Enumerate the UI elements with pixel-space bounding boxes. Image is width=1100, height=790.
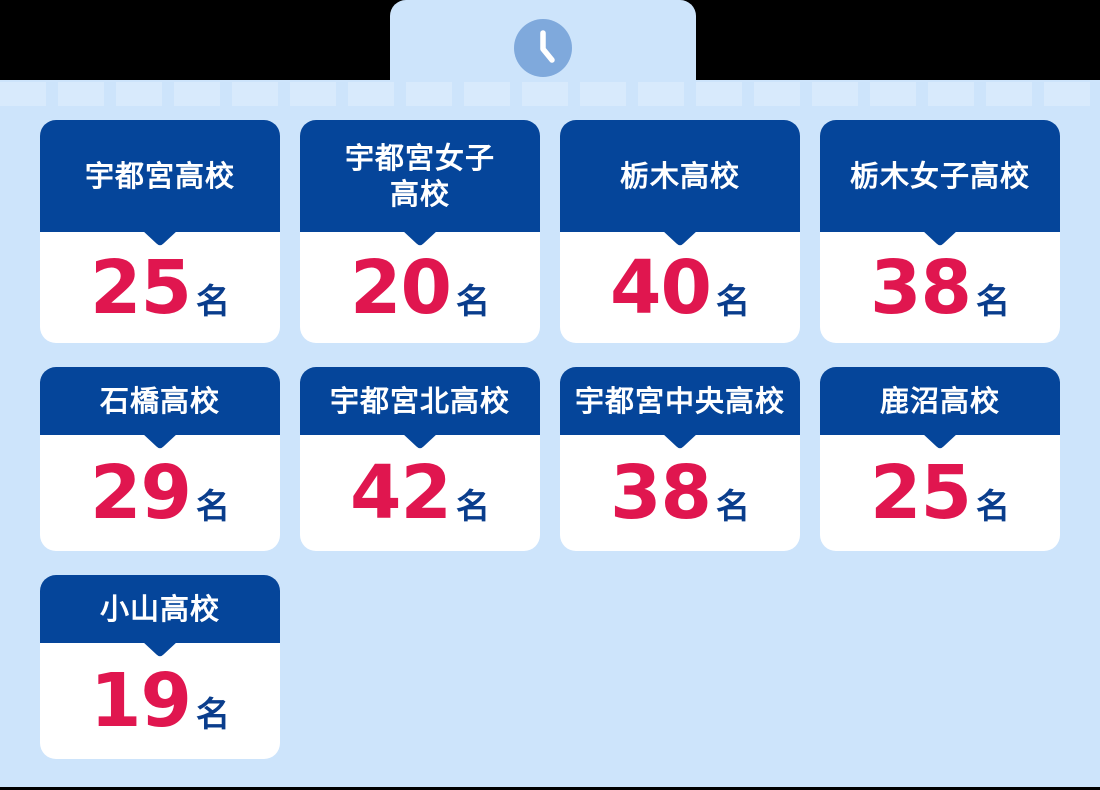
count-group: 19 名 bbox=[90, 664, 230, 738]
count-value: 25 bbox=[90, 244, 192, 331]
school-name: 宇都宮女子 高校 bbox=[344, 140, 495, 211]
school-card: 小山高校 19 名 bbox=[40, 575, 280, 759]
count-value: 20 bbox=[350, 244, 452, 331]
count-unit: 名 bbox=[715, 487, 750, 527]
header-tail-icon bbox=[922, 433, 958, 449]
count-group: 20 名 bbox=[350, 251, 490, 325]
count-group: 42 名 bbox=[350, 456, 490, 530]
school-name: 石橋高校 bbox=[99, 383, 220, 418]
count-body: 42 名 bbox=[300, 435, 540, 551]
school-name-header: 小山高校 bbox=[40, 575, 280, 657]
count-body: 38 名 bbox=[820, 232, 1060, 343]
count-value: 38 bbox=[870, 244, 972, 331]
count-value: 42 bbox=[350, 450, 452, 536]
count-body: 19 名 bbox=[40, 643, 280, 759]
count-unit: 名 bbox=[455, 281, 490, 322]
school-card: 宇都宮高校 25 名 bbox=[40, 120, 280, 343]
clock-icon bbox=[514, 19, 572, 77]
school-name: 栃木女子高校 bbox=[849, 158, 1030, 193]
header-tail-icon bbox=[662, 433, 698, 449]
count-value: 29 bbox=[90, 450, 192, 536]
header-tail-icon bbox=[142, 230, 178, 246]
school-name-header: 鹿沼高校 bbox=[820, 367, 1060, 449]
count-group: 38 名 bbox=[610, 456, 750, 530]
school-name: 栃木高校 bbox=[619, 158, 740, 193]
count-group: 25 名 bbox=[90, 251, 230, 325]
count-unit: 名 bbox=[975, 281, 1010, 322]
card-row-1: 宇都宮高校 25 名 宇都宮女子 高校 20 bbox=[40, 120, 1100, 343]
count-value: 40 bbox=[610, 244, 712, 331]
school-card: 宇都宮女子 高校 20 名 bbox=[300, 120, 540, 343]
card-row-2: 石橋高校 29 名 宇都宮北高校 42 bbox=[40, 367, 1100, 551]
count-body: 25 名 bbox=[40, 232, 280, 343]
school-name-header: 栃木女子高校 bbox=[820, 120, 1060, 246]
school-card: 宇都宮中央高校 38 名 bbox=[560, 367, 800, 551]
school-name-header: 宇都宮高校 bbox=[40, 120, 280, 246]
count-group: 25 名 bbox=[870, 456, 1010, 530]
count-value: 19 bbox=[90, 658, 192, 744]
count-value: 38 bbox=[610, 450, 712, 536]
school-name-header: 宇都宮北高校 bbox=[300, 367, 540, 449]
count-unit: 名 bbox=[195, 281, 230, 322]
count-group: 29 名 bbox=[90, 456, 230, 530]
count-group: 38 名 bbox=[870, 251, 1010, 325]
school-name-header: 宇都宮女子 高校 bbox=[300, 120, 540, 246]
clock-tab bbox=[390, 0, 696, 80]
school-name: 鹿沼高校 bbox=[879, 383, 1000, 418]
school-name: 小山高校 bbox=[99, 591, 220, 626]
school-card: 栃木女子高校 38 名 bbox=[820, 120, 1060, 343]
school-name-header: 石橋高校 bbox=[40, 367, 280, 449]
count-unit: 名 bbox=[195, 487, 230, 527]
school-card: 宇都宮北高校 42 名 bbox=[300, 367, 540, 551]
school-name-header: 栃木高校 bbox=[560, 120, 800, 246]
header-tail-icon bbox=[142, 433, 178, 449]
school-card: 栃木高校 40 名 bbox=[560, 120, 800, 343]
count-body: 40 名 bbox=[560, 232, 800, 343]
bottom-letterbox-bar bbox=[0, 787, 1100, 790]
header-tail-icon bbox=[922, 230, 958, 246]
count-group: 40 名 bbox=[610, 251, 750, 325]
count-body: 29 名 bbox=[40, 435, 280, 551]
top-letterbox-bar bbox=[0, 0, 1100, 80]
school-card: 鹿沼高校 25 名 bbox=[820, 367, 1060, 551]
cards-area: 宇都宮高校 25 名 宇都宮女子 高校 20 bbox=[0, 80, 1100, 787]
header-tail-icon bbox=[402, 433, 438, 449]
school-card: 石橋高校 29 名 bbox=[40, 367, 280, 551]
count-unit: 名 bbox=[975, 487, 1010, 527]
count-value: 25 bbox=[870, 450, 972, 536]
school-name: 宇都宮中央高校 bbox=[574, 383, 785, 418]
count-unit: 名 bbox=[455, 487, 490, 527]
count-body: 25 名 bbox=[820, 435, 1060, 551]
school-name: 宇都宮北高校 bbox=[329, 383, 510, 418]
count-body: 38 名 bbox=[560, 435, 800, 551]
count-body: 20 名 bbox=[300, 232, 540, 343]
school-name-header: 宇都宮中央高校 bbox=[560, 367, 800, 449]
header-tail-icon bbox=[142, 641, 178, 657]
count-unit: 名 bbox=[195, 695, 230, 735]
header-tail-icon bbox=[402, 230, 438, 246]
card-row-3: 小山高校 19 名 bbox=[40, 575, 1100, 759]
count-unit: 名 bbox=[715, 281, 750, 322]
header-tail-icon bbox=[662, 230, 698, 246]
school-name: 宇都宮高校 bbox=[84, 158, 235, 193]
